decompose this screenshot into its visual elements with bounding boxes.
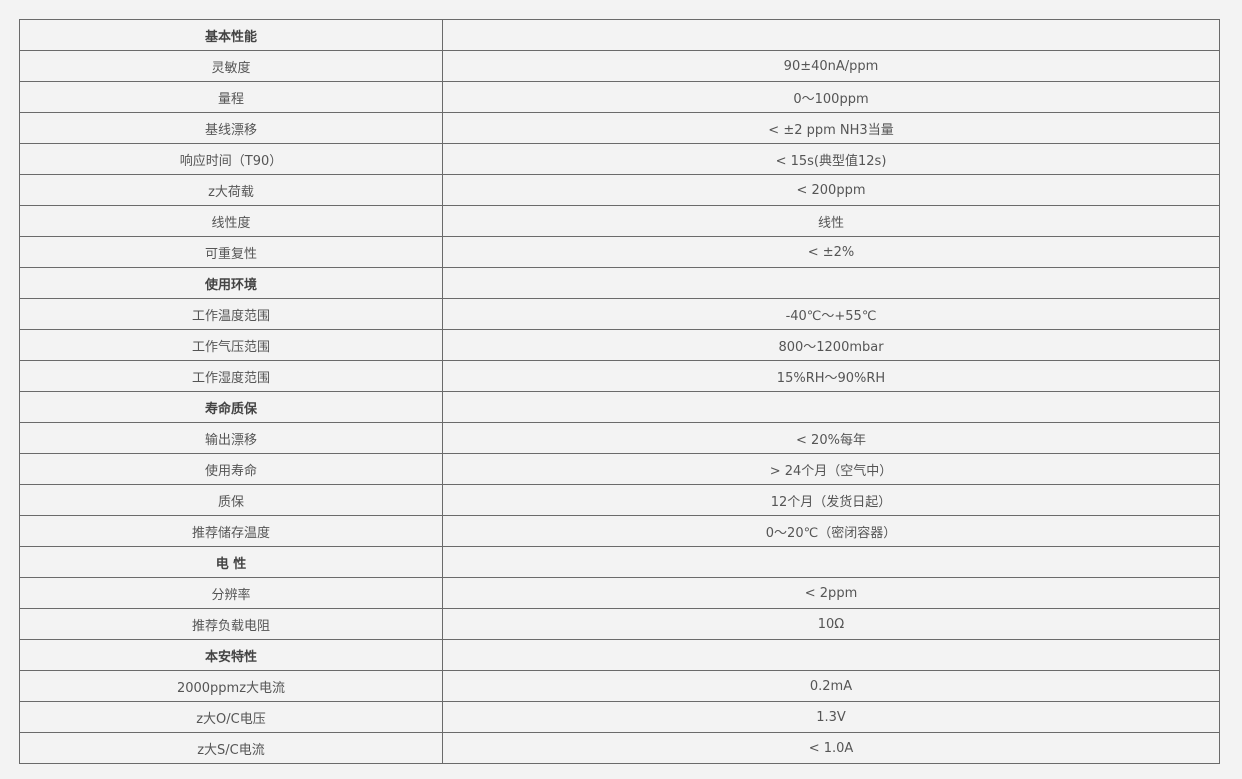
- spec-value: < ±2 ppm NH3当量: [442, 112, 1220, 144]
- table-row: 基线漂移 < ±2 ppm NH3当量: [19, 112, 1220, 144]
- section-title: 寿命质保: [19, 391, 443, 423]
- spec-value: 线性: [442, 205, 1220, 237]
- spec-value: 0～100ppm: [442, 81, 1220, 113]
- spec-label: 工作温度范围: [19, 298, 443, 330]
- spec-value: < 1.0A: [442, 732, 1220, 764]
- table-row: 使用寿命 > 24个月（空气中）: [19, 453, 1220, 485]
- table-row: 响应时间（T90） < 15s(典型值12s): [19, 143, 1220, 175]
- spec-label: 工作湿度范围: [19, 360, 443, 392]
- spec-label: 推荐负载电阻: [19, 608, 443, 640]
- table-row: z大O/C电压 1.3V: [19, 701, 1220, 733]
- section-header-row: 基本性能: [19, 19, 1220, 51]
- spec-value: < 2ppm: [442, 577, 1220, 609]
- section-header-row: 使用环境: [19, 267, 1220, 299]
- spec-value: 800～1200mbar: [442, 329, 1220, 361]
- table-row: z大S/C电流 < 1.0A: [19, 732, 1220, 764]
- table-row: 可重复性 < ±2%: [19, 236, 1220, 268]
- spec-label: 基线漂移: [19, 112, 443, 144]
- spec-value: 90±40nA/ppm: [442, 50, 1220, 82]
- table-row: 工作温度范围 -40℃～+55℃: [19, 298, 1220, 330]
- spec-value: 15%RH～90%RH: [442, 360, 1220, 392]
- spec-value: [442, 19, 1220, 51]
- spec-label: 线性度: [19, 205, 443, 237]
- spec-label: 工作气压范围: [19, 329, 443, 361]
- spec-value: < 20%每年: [442, 422, 1220, 454]
- spec-label: 使用寿命: [19, 453, 443, 485]
- spec-value: [442, 391, 1220, 423]
- spec-value: [442, 546, 1220, 578]
- spec-value: 0～20℃（密闭容器）: [442, 515, 1220, 547]
- spec-value: 1.3V: [442, 701, 1220, 733]
- table-row: 推荐储存温度 0～20℃（密闭容器）: [19, 515, 1220, 547]
- spec-label: 响应时间（T90）: [19, 143, 443, 175]
- spec-value: < 15s(典型值12s): [442, 143, 1220, 175]
- spec-label: z大O/C电压: [19, 701, 443, 733]
- spec-label: z大荷载: [19, 174, 443, 206]
- section-title: 基本性能: [19, 19, 443, 51]
- spec-value: 0.2mA: [442, 670, 1220, 702]
- spec-value: < ±2%: [442, 236, 1220, 268]
- spec-label: z大S/C电流: [19, 732, 443, 764]
- section-header-row: 寿命质保: [19, 391, 1220, 423]
- table-row: 分辨率 < 2ppm: [19, 577, 1220, 609]
- section-title: 本安特性: [19, 639, 443, 671]
- table-row: 量程 0～100ppm: [19, 81, 1220, 113]
- spec-label: 推荐储存温度: [19, 515, 443, 547]
- spec-label: 量程: [19, 81, 443, 113]
- table-row: 推荐负载电阻 10Ω: [19, 608, 1220, 640]
- table-row: z大荷载 < 200ppm: [19, 174, 1220, 206]
- spec-table: 基本性能 灵敏度 90±40nA/ppm 量程 0～100ppm 基线漂移 < ±2 ppm…: [19, 19, 1220, 764]
- table-row: 工作湿度范围 15%RH～90%RH: [19, 360, 1220, 392]
- table-row: 2000ppmz大电流 0.2mA: [19, 670, 1220, 702]
- spec-label: 分辨率: [19, 577, 443, 609]
- table-row: 质保 12个月（发货日起）: [19, 484, 1220, 516]
- table-row: 线性度 线性: [19, 205, 1220, 237]
- table-row: 工作气压范围 800～1200mbar: [19, 329, 1220, 361]
- spec-value: 10Ω: [442, 608, 1220, 640]
- spec-table-body: 基本性能 灵敏度 90±40nA/ppm 量程 0～100ppm 基线漂移 < ±2 ppm…: [19, 19, 1220, 764]
- table-row: 灵敏度 90±40nA/ppm: [19, 50, 1220, 82]
- spec-value: [442, 639, 1220, 671]
- spec-value: 12个月（发货日起）: [442, 484, 1220, 516]
- section-title: 电 性: [19, 546, 443, 578]
- spec-label: 灵敏度: [19, 50, 443, 82]
- spec-label: 质保: [19, 484, 443, 516]
- section-title: 使用环境: [19, 267, 443, 299]
- spec-value: > 24个月（空气中）: [442, 453, 1220, 485]
- spec-label: 可重复性: [19, 236, 443, 268]
- spec-label: 输出漂移: [19, 422, 443, 454]
- section-header-row: 本安特性: [19, 639, 1220, 671]
- spec-label: 2000ppmz大电流: [19, 670, 443, 702]
- section-header-row: 电 性: [19, 546, 1220, 578]
- spec-value: [442, 267, 1220, 299]
- spec-value: < 200ppm: [442, 174, 1220, 206]
- table-row: 输出漂移 < 20%每年: [19, 422, 1220, 454]
- spec-value: -40℃～+55℃: [442, 298, 1220, 330]
